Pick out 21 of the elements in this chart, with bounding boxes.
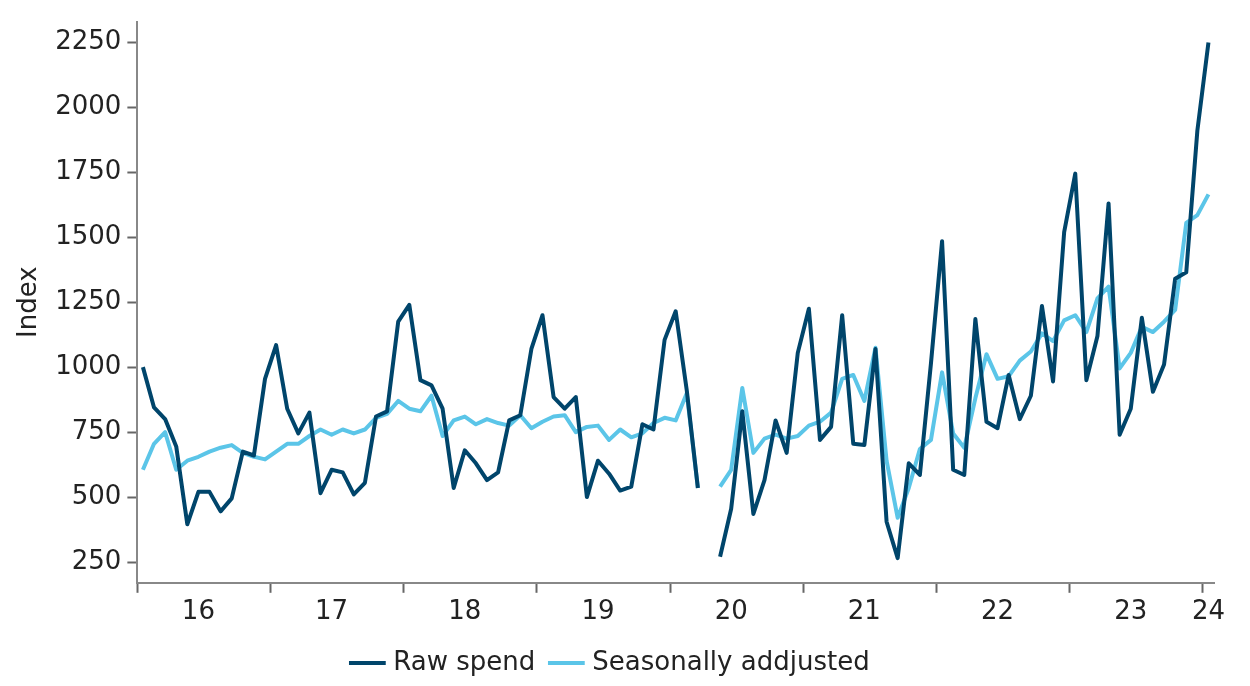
y-tick-label: 1750 bbox=[55, 155, 122, 186]
y-axis-title: Index bbox=[12, 266, 43, 338]
x-tick-label: 23 bbox=[1114, 595, 1148, 626]
y-tick-label: 1000 bbox=[55, 349, 122, 380]
y-tick-label: 1250 bbox=[55, 284, 122, 315]
x-tick-label: 18 bbox=[448, 595, 482, 626]
y-tick-label: 500 bbox=[71, 479, 122, 510]
y-tick-label: 250 bbox=[71, 544, 122, 575]
y-tick-label: 2250 bbox=[55, 25, 122, 56]
y-tick-label: 2000 bbox=[55, 90, 122, 121]
legend-label: Raw spend bbox=[393, 645, 536, 676]
y-tick-label: 1500 bbox=[55, 220, 122, 250]
x-tick-label: 21 bbox=[847, 595, 881, 626]
x-tick-label: 16 bbox=[181, 595, 215, 626]
x-tick-label: 24 bbox=[1191, 595, 1225, 626]
y-tick-label: 750 bbox=[71, 414, 122, 445]
x-tick-label: 19 bbox=[581, 595, 615, 626]
legend-label: Seasonally addjusted bbox=[592, 645, 870, 676]
x-tick-label: 22 bbox=[981, 595, 1015, 626]
x-tick-label: 20 bbox=[714, 595, 748, 626]
x-tick-label: 17 bbox=[315, 595, 349, 626]
